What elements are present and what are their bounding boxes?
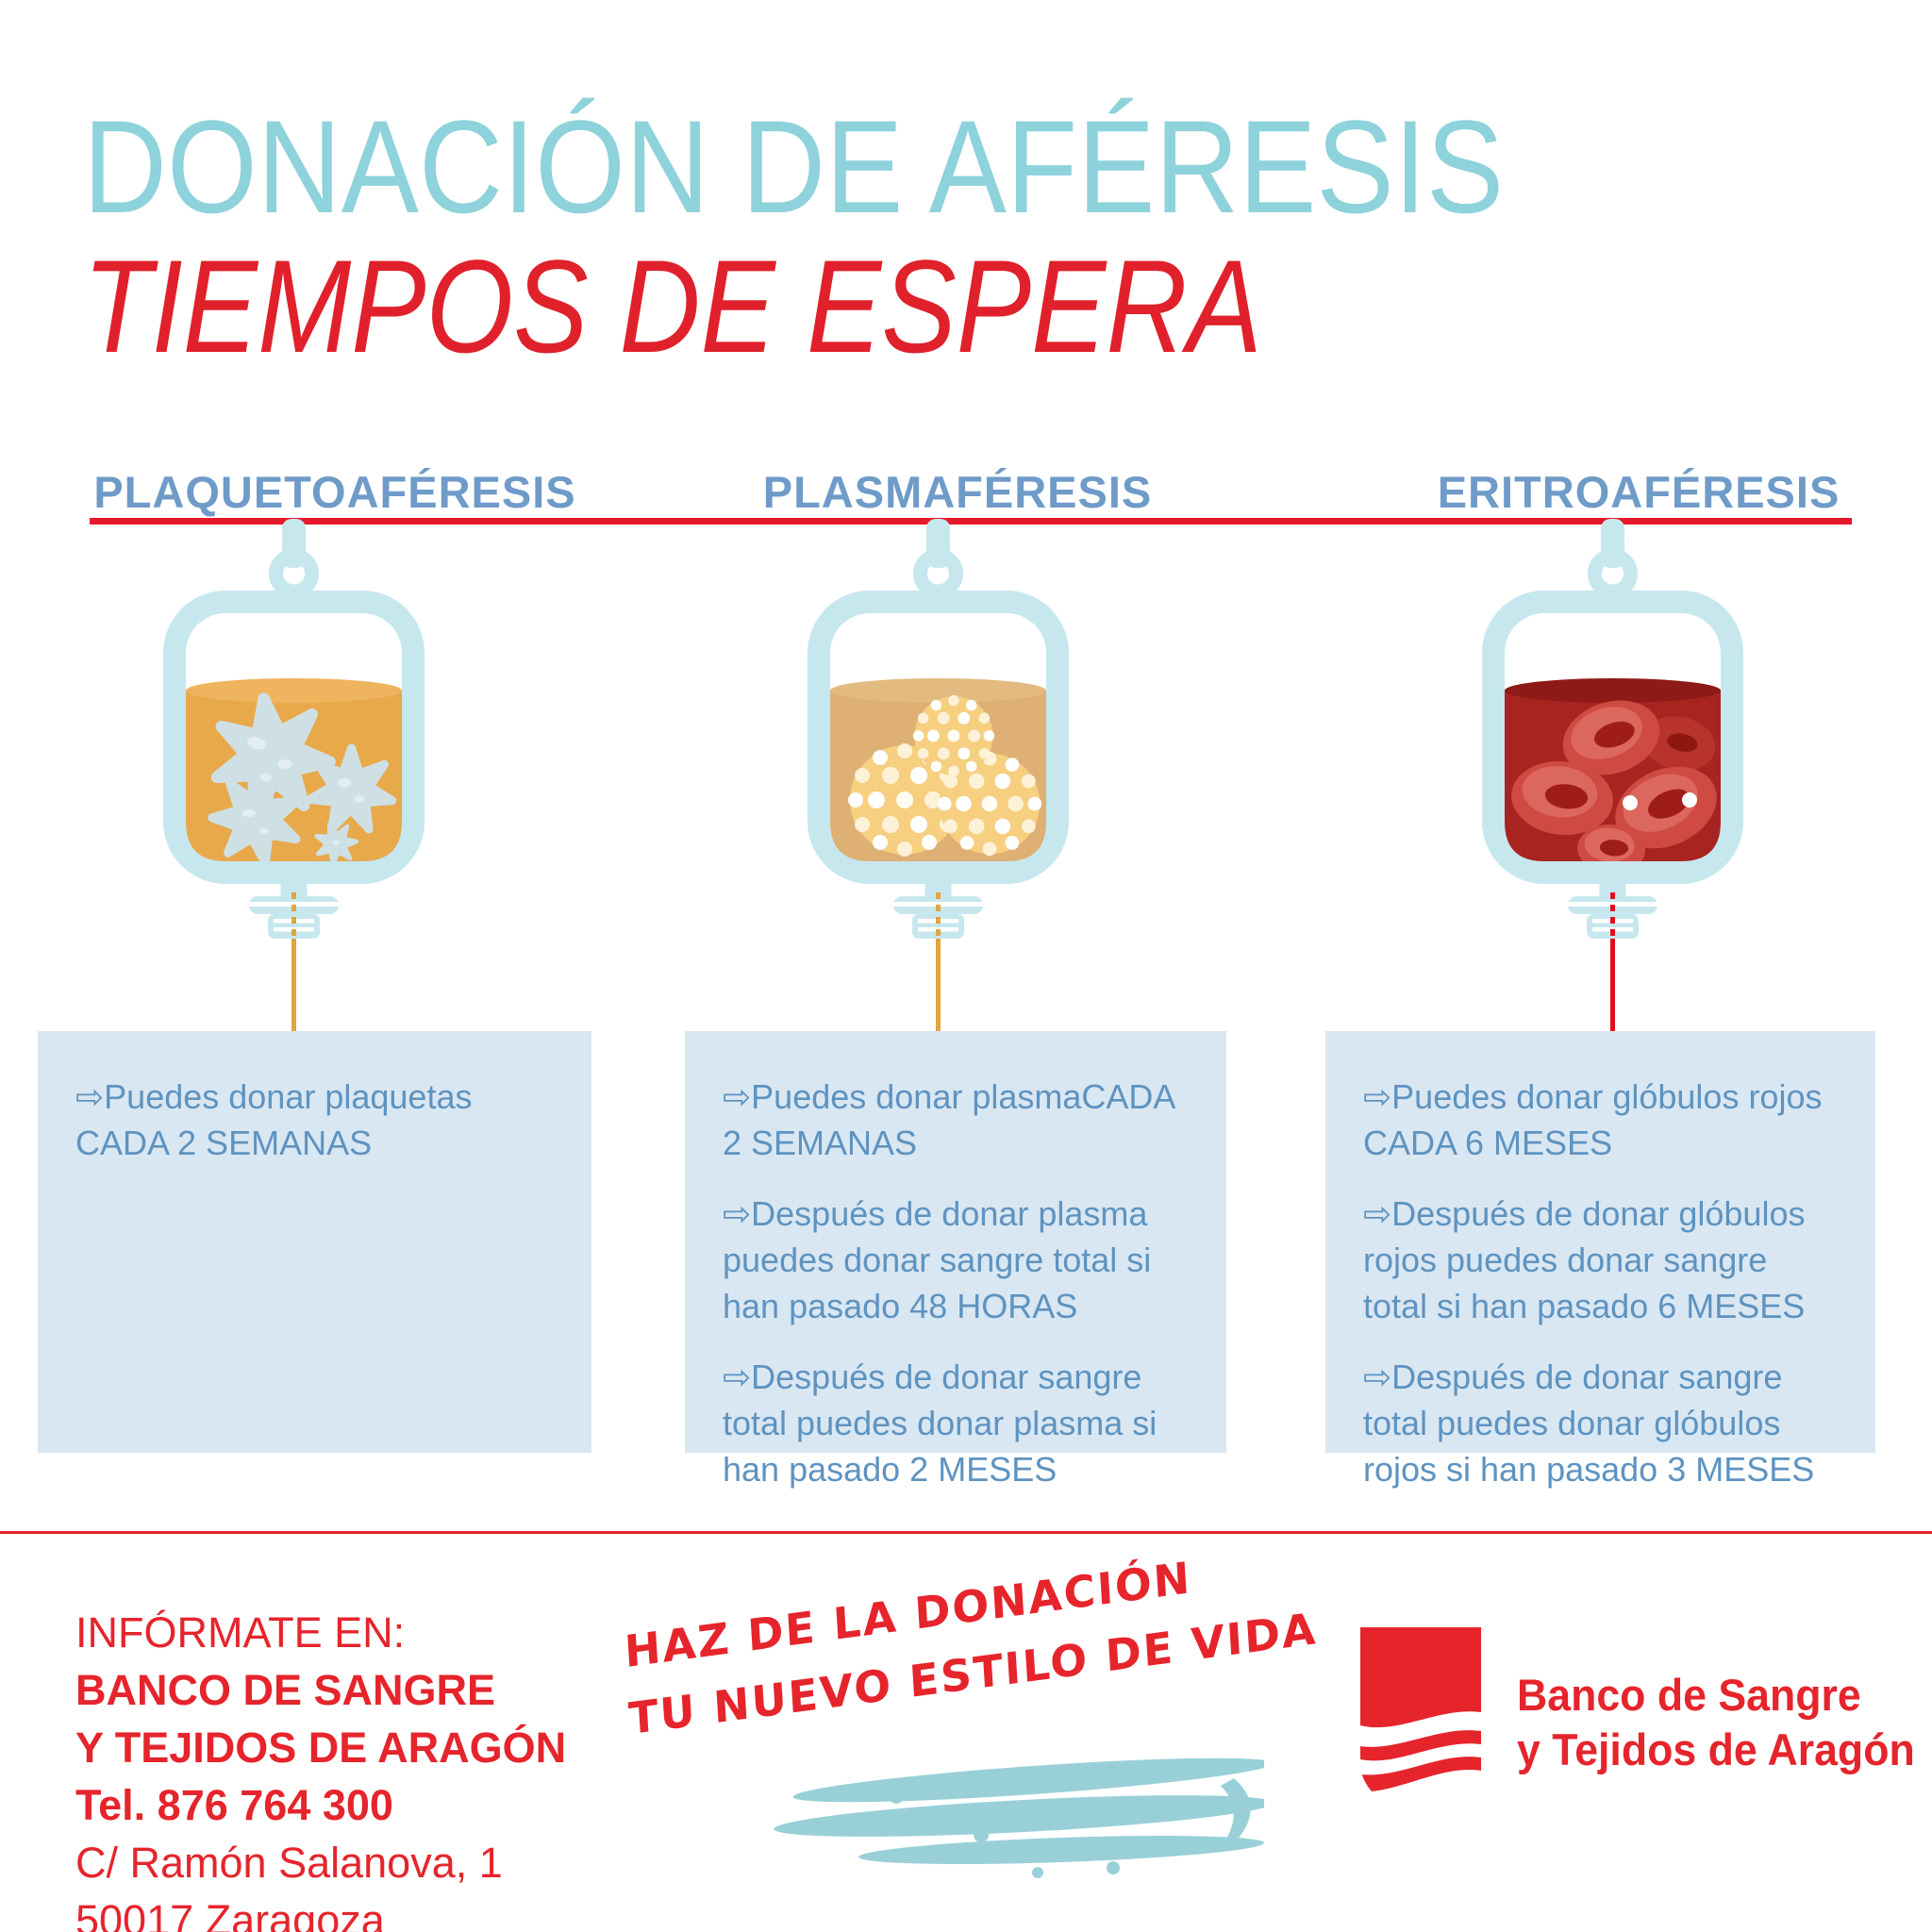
page-title: DONACIÓN DE AFÉRESIS <box>83 92 1505 241</box>
bullet-text: ⇨Después de donar sangre total puedes do… <box>1363 1357 1815 1489</box>
info-box-plasma: ⇨Puedes donar plasmaCADA 2 SEMANAS ⇨Desp… <box>685 1031 1226 1489</box>
bullet-text: ⇨Puedes donar plaquetas CADA 2 SEMANAS <box>75 1077 473 1162</box>
contact-address-line1: C/ Ramón Salanova, 1 <box>75 1839 503 1887</box>
platelets-blood-bag-icon <box>163 519 425 1031</box>
bullet-text: ⇨Después de donar glóbulos rojos puedes … <box>1363 1193 1806 1325</box>
column-header-eritroaferesis: ERITROAFÉRESIS <box>1437 467 1840 517</box>
contact-name-line1: BANCO DE SANGRE <box>75 1666 496 1714</box>
contact-block: INFÓRMATE EN: BANCO DE SANGRE Y TEJIDOS … <box>75 1604 566 1932</box>
info-box-red-cells: ⇨Puedes donar glóbulos rojos CADA 6 MESE… <box>1325 1031 1875 1489</box>
contact-name-line2: Y TEJIDOS DE ARAGÓN <box>75 1724 567 1772</box>
column-header-plaquetoaferesis: PLAQUETOAFÉRESIS <box>93 467 576 517</box>
contact-address-line2: 50017 Zaragoza <box>75 1896 385 1932</box>
plasma-blood-bag-icon <box>808 519 1069 1031</box>
slogan: HAZ DE LA DONACIÓN TU NUEVO ESTILO DE VI… <box>623 1525 1341 1754</box>
logo-text: Banco de Sangre y Tejidos de Aragón <box>1517 1668 1915 1778</box>
contact-intro: INFÓRMATE EN: <box>75 1608 406 1657</box>
bullet-text: ⇨Después de donar sangre total puedes do… <box>723 1357 1158 1489</box>
contact-phone: Tel. 876 764 300 <box>75 1781 393 1829</box>
brush-stroke-icon <box>774 1757 1264 1878</box>
bullet-text: ⇨Puedes donar glóbulos rojos CADA 6 MESE… <box>1363 1077 1823 1162</box>
bullet-text: ⇨Puedes donar plasmaCADA 2 SEMANAS <box>723 1077 1174 1162</box>
banco-sangre-logo-icon <box>1360 1627 1481 1791</box>
bullet-text: ⇨Después de donar plasma puedes donar sa… <box>723 1193 1152 1325</box>
logo-text-line2: y Tejidos de Aragón <box>1517 1724 1915 1775</box>
info-box-platelets: ⇨Puedes donar plaquetas CADA 2 SEMANAS <box>38 1031 591 1453</box>
page-subtitle: TIEMPOS DE ESPERA <box>83 232 1262 380</box>
footer-divider <box>0 1531 1932 1534</box>
red-cells-blood-bag-icon <box>1482 519 1743 1031</box>
column-header-plasmaferesis: PLASMAFÉRESIS <box>762 467 1153 517</box>
timeline-line <box>90 518 1852 525</box>
logo-text-line1: Banco de Sangre <box>1517 1670 1861 1720</box>
